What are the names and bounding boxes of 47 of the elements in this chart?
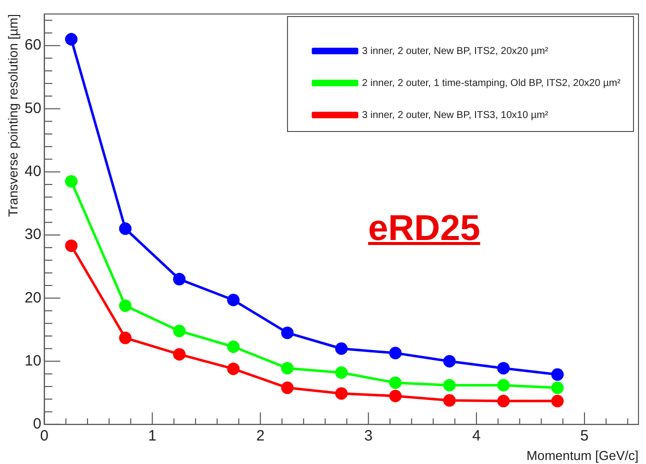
point xyxy=(281,326,294,340)
point xyxy=(443,355,456,368)
x-tick-label: 2 xyxy=(256,428,265,445)
legend-label: 3 inner, 2 outer, New BP, ITS2, 20x20 µm² xyxy=(362,46,549,57)
point xyxy=(227,340,240,353)
x-tick-label: 4 xyxy=(472,428,481,445)
point xyxy=(551,368,564,381)
point xyxy=(227,294,240,306)
x-tick-label: 5 xyxy=(580,428,589,445)
point xyxy=(551,382,564,394)
point xyxy=(281,382,294,394)
point xyxy=(335,342,348,355)
point xyxy=(497,394,510,408)
point xyxy=(281,362,294,374)
y-tick-label: 50 xyxy=(24,100,42,117)
x-tick-label: 3 xyxy=(364,428,373,445)
y-axis-title: Transverse pointing resolution [µm] xyxy=(5,14,20,217)
point xyxy=(173,348,186,361)
point xyxy=(497,362,510,374)
point xyxy=(443,379,456,392)
point xyxy=(389,376,402,389)
point xyxy=(65,239,78,252)
point xyxy=(173,324,186,338)
legend-label: 3 inner, 2 outer, New BP, ITS3, 10x10 µm² xyxy=(362,110,549,121)
point xyxy=(227,362,240,376)
point xyxy=(65,175,78,188)
y-tick-label: 0 xyxy=(32,416,42,433)
point xyxy=(119,222,132,235)
point xyxy=(119,299,132,312)
point xyxy=(119,332,132,344)
y-tick-label: 30 xyxy=(24,226,42,244)
annotation: eRD25 xyxy=(368,206,480,249)
x-tick-label: 1 xyxy=(148,428,156,445)
point xyxy=(551,394,564,408)
y-tick-label: 40 xyxy=(24,162,42,180)
point xyxy=(389,390,402,402)
point xyxy=(443,394,456,407)
point xyxy=(173,272,186,286)
point xyxy=(335,366,348,379)
x-axis-title: Momentum [GeV/c] xyxy=(526,448,638,463)
legend-label: 2 inner, 2 outer, 1 time-stamping, Old BP, ITS2, 20x20 µm² xyxy=(362,78,622,89)
y-tick-label: 10 xyxy=(24,352,42,370)
point xyxy=(389,346,402,360)
y-tick-label: 60 xyxy=(24,36,42,54)
point xyxy=(497,379,510,392)
y-tick-label: 20 xyxy=(24,289,42,306)
point xyxy=(335,387,348,400)
